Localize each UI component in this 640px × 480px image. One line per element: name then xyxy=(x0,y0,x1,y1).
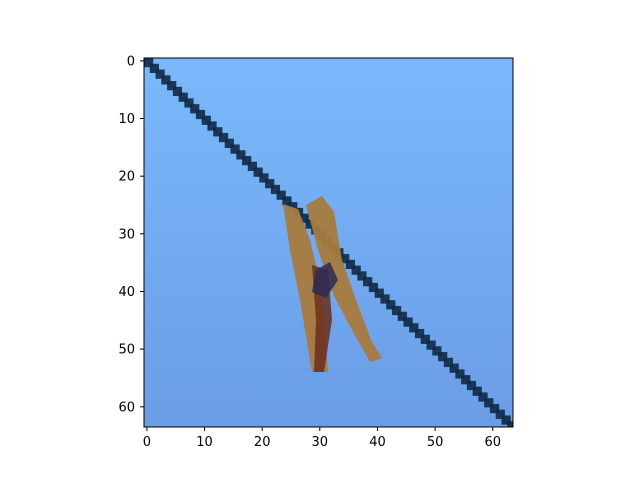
wire-pixel xyxy=(443,357,454,368)
clothespin xyxy=(283,196,382,372)
x-axis: 0 10 20 30 40 50 60 xyxy=(143,427,501,450)
wire-pixel xyxy=(259,173,269,183)
wire-pixel xyxy=(461,375,471,385)
y-axis: 0 10 20 30 40 50 60 xyxy=(118,55,144,415)
wire-pixel xyxy=(190,104,200,114)
wire-pixel xyxy=(438,352,448,362)
wire-pixel xyxy=(270,184,281,195)
wire-pixel xyxy=(299,213,309,223)
wire-pixel xyxy=(432,346,442,356)
wire-pixel xyxy=(489,403,500,414)
wire-pixel xyxy=(420,334,430,344)
x-tick-label: 40 xyxy=(369,435,386,450)
wire-pixel xyxy=(495,409,505,419)
wire-pixel xyxy=(184,98,194,108)
y-tick-label: 60 xyxy=(118,400,135,415)
wire-pixel xyxy=(478,392,488,402)
image-area xyxy=(144,58,513,427)
x-tick-label: 60 xyxy=(485,435,502,450)
wire-pixel xyxy=(426,340,436,350)
wire-pixel xyxy=(253,167,263,177)
wire-pixel xyxy=(484,398,494,408)
wire-pixel xyxy=(288,202,298,212)
wire-pixel xyxy=(403,317,413,327)
wire-pixel xyxy=(345,259,356,270)
wire-pixel xyxy=(282,196,292,206)
wire-pixel xyxy=(386,300,396,310)
image-frame xyxy=(143,57,514,428)
wire-pixel xyxy=(149,63,159,73)
wire-pixel xyxy=(172,86,183,97)
wire-pixel xyxy=(144,58,154,68)
wire-pixel xyxy=(409,323,419,333)
wire-pixel xyxy=(351,265,361,275)
wire-pixel xyxy=(195,109,206,120)
y-tick-label: 40 xyxy=(118,285,135,300)
wire-pixel xyxy=(201,115,211,125)
wire-pixel xyxy=(501,415,511,425)
wire-pixel xyxy=(265,179,275,189)
clothespin-front-leg xyxy=(306,196,382,362)
y-tick-label: 10 xyxy=(118,112,135,127)
wire-pixel xyxy=(276,190,286,200)
wire-pixel xyxy=(380,294,390,304)
wire-pixel xyxy=(449,363,459,373)
wire-pixel xyxy=(414,328,425,339)
wire-pixel xyxy=(230,144,240,154)
clothespin-spring xyxy=(312,262,338,298)
y-tick-label: 50 xyxy=(118,343,135,358)
wire-pixel xyxy=(455,369,465,379)
wire-pixel xyxy=(472,386,482,396)
wire-pixel xyxy=(207,121,217,131)
wire-pixel xyxy=(391,305,402,316)
wire-pixel xyxy=(155,69,165,79)
wire-pixel xyxy=(466,380,477,391)
y-tick-label: 30 xyxy=(118,227,135,242)
wire-pixel xyxy=(397,311,407,321)
wire-pixel xyxy=(363,277,373,287)
wire-pixel xyxy=(167,81,177,91)
wire-pixel xyxy=(507,421,513,427)
wire-pixel xyxy=(242,156,252,166)
wire-pixel xyxy=(236,150,246,160)
wire-pixel xyxy=(178,92,188,102)
wire-pixel xyxy=(357,271,367,281)
wire-pixel xyxy=(213,127,223,137)
y-tick-label: 0 xyxy=(127,55,135,70)
wire-pixel xyxy=(161,75,171,85)
wire-pixel xyxy=(368,282,379,293)
wire-pixel xyxy=(218,132,229,143)
wire-pixel xyxy=(224,138,234,148)
y-tick-label: 20 xyxy=(118,170,135,185)
x-tick-label: 20 xyxy=(254,435,271,450)
x-tick-label: 50 xyxy=(427,435,444,450)
wire-pixel xyxy=(247,161,257,171)
x-tick-label: 10 xyxy=(196,435,213,450)
wire-pixel xyxy=(340,254,350,264)
x-tick-label: 0 xyxy=(143,435,151,450)
x-tick-label: 30 xyxy=(312,435,329,450)
wire-pixel xyxy=(305,219,315,229)
wire-pixel xyxy=(374,288,384,298)
